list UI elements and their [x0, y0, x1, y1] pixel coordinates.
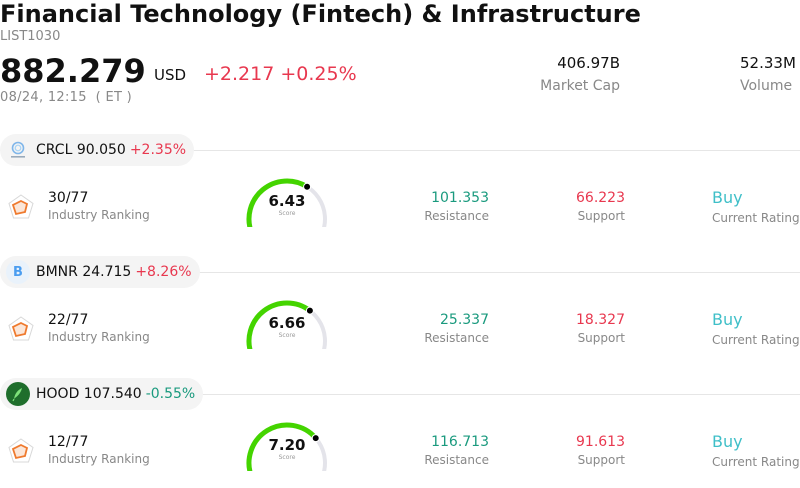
industry-ranking-label: Industry Ranking — [48, 208, 150, 222]
stock-symbol-price: BMNR 24.715 — [36, 264, 132, 280]
volume-value: 52.33M — [740, 54, 796, 72]
score-gauge — [244, 299, 334, 358]
support-label: Support — [577, 331, 625, 345]
industry-ranking-value: 22/77 — [48, 312, 89, 328]
resistance-value: 116.713 — [431, 434, 489, 450]
score-gauge — [244, 421, 334, 480]
market-cap-label: Market Cap — [540, 78, 620, 94]
score-value: 6.66 — [268, 314, 306, 332]
index-price: 882.279 — [0, 52, 146, 90]
resistance-label: Resistance — [424, 331, 489, 345]
industry-ranking-label: Industry Ranking — [48, 330, 150, 344]
industry-ranking-value: 12/77 — [48, 434, 89, 450]
stock-pill[interactable]: HOOD 107.540 -0.55% — [0, 378, 204, 410]
gauge-fill — [246, 178, 310, 236]
resistance-label: Resistance — [424, 209, 489, 223]
support-label: Support — [577, 209, 625, 223]
current-rating-label: Current Rating — [712, 455, 800, 469]
score-gauge — [244, 177, 334, 236]
stock-symbol-price: HOOD 107.540 — [36, 386, 142, 402]
b-letter-icon: B — [6, 260, 30, 284]
current-rating-label: Current Rating — [712, 211, 800, 225]
circle-logo-icon — [6, 138, 30, 162]
gauge-marker — [311, 434, 320, 443]
index-change: +2.217 +0.25% — [204, 63, 357, 85]
current-rating-value[interactable]: Buy — [712, 432, 743, 451]
score-value: 7.20 — [268, 436, 306, 454]
support-value: 66.223 — [576, 190, 625, 206]
current-rating-label: Current Rating — [712, 333, 800, 347]
current-rating-value[interactable]: Buy — [712, 188, 743, 207]
list-code: LIST1030 — [0, 29, 61, 44]
score-value: 6.43 — [268, 192, 306, 210]
gauge-fill — [246, 422, 319, 480]
ranking-pentagon-icon — [7, 193, 35, 221]
resistance-value: 25.337 — [440, 312, 489, 328]
gauge-fill — [246, 300, 313, 358]
score-label: Score — [278, 210, 296, 217]
support-value: 18.327 — [576, 312, 625, 328]
score-label: Score — [278, 332, 296, 339]
gauge-marker — [305, 306, 314, 315]
support-label: Support — [577, 453, 625, 467]
industry-ranking-value: 30/77 — [48, 190, 89, 206]
industry-ranking-label: Industry Ranking — [48, 452, 150, 466]
market-cap-value: 406.97B — [557, 54, 620, 72]
resistance-value: 101.353 — [431, 190, 489, 206]
volume-label: Volume — [740, 78, 793, 94]
score-label: Score — [278, 454, 296, 461]
page-title: Financial Technology (Fintech) & Infrast… — [0, 0, 641, 28]
stock-change: -0.55% — [145, 386, 196, 402]
ranking-pentagon-icon — [7, 315, 35, 343]
stock-pill[interactable]: CRCL 90.050 +2.35% — [0, 134, 195, 166]
timestamp: 08/24, 12:15 ( ET ) — [0, 90, 133, 105]
current-rating-value[interactable]: Buy — [712, 310, 743, 329]
stock-change: +8.26% — [135, 264, 192, 280]
ranking-pentagon-icon — [7, 437, 35, 465]
support-value: 91.613 — [576, 434, 625, 450]
stock-symbol-price: CRCL 90.050 — [36, 142, 126, 158]
row-divider — [0, 150, 800, 151]
row-divider — [0, 272, 800, 273]
row-divider — [0, 394, 800, 395]
currency-label: USD — [154, 66, 187, 84]
stock-pill[interactable]: B BMNR 24.715 +8.26% — [0, 256, 200, 288]
feather-logo-icon — [6, 382, 30, 406]
resistance-label: Resistance — [424, 453, 489, 467]
gauge-marker — [303, 182, 312, 191]
stock-change: +2.35% — [129, 142, 187, 158]
